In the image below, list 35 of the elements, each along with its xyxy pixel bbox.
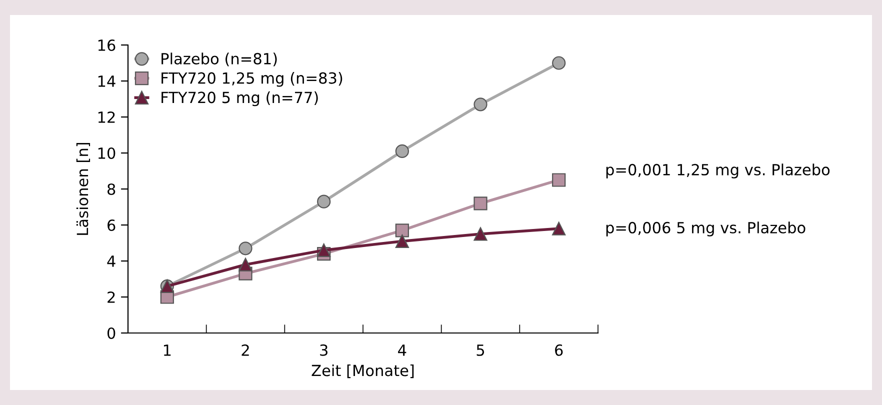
y-tick-label: 12 — [98, 111, 115, 123]
x-tick-label: 3 — [320, 344, 328, 356]
x-axis-title: Zeit [Monate] — [312, 364, 414, 378]
point — [395, 234, 409, 248]
legend-label: FTY720 5 mg (n=77) — [162, 91, 318, 106]
y-tick-label: 10 — [98, 147, 116, 160]
point — [238, 242, 252, 256]
y-tick-label: 14 — [98, 76, 116, 87]
x-tick-label: 1 — [164, 344, 171, 356]
y-axis-title: Läsionen [n] — [76, 142, 90, 235]
legend-label: Plazebo (n=81) — [162, 52, 277, 66]
y-tick-label: 2 — [108, 291, 115, 303]
point — [395, 224, 409, 238]
point — [474, 98, 488, 112]
point — [552, 56, 566, 70]
y-tick-label: 0 — [107, 327, 116, 340]
y-tick-label: 8 — [108, 183, 116, 196]
text: p=0,006 5 mg vs. Plazebo — [606, 222, 806, 236]
x-tick-label: 4 — [398, 344, 406, 356]
point — [552, 222, 566, 236]
y-tick-label: 6 — [108, 219, 116, 232]
y-tick-label: 16 — [98, 39, 116, 52]
point — [317, 243, 331, 258]
point — [317, 194, 331, 208]
x-tick-label: 6 — [555, 344, 563, 356]
point — [395, 144, 409, 158]
point — [238, 258, 252, 272]
x-tick-label: 5 — [476, 344, 484, 356]
legend-label: FTY720 1,25 mg (n=83) — [162, 72, 342, 87]
text: p=0,001 1,25 mg vs. Plazebo — [606, 164, 830, 178]
point — [474, 196, 488, 210]
point — [552, 173, 566, 187]
y-tick-label: 4 — [107, 256, 116, 267]
x-tick-label: 2 — [242, 344, 249, 356]
point — [474, 227, 488, 241]
